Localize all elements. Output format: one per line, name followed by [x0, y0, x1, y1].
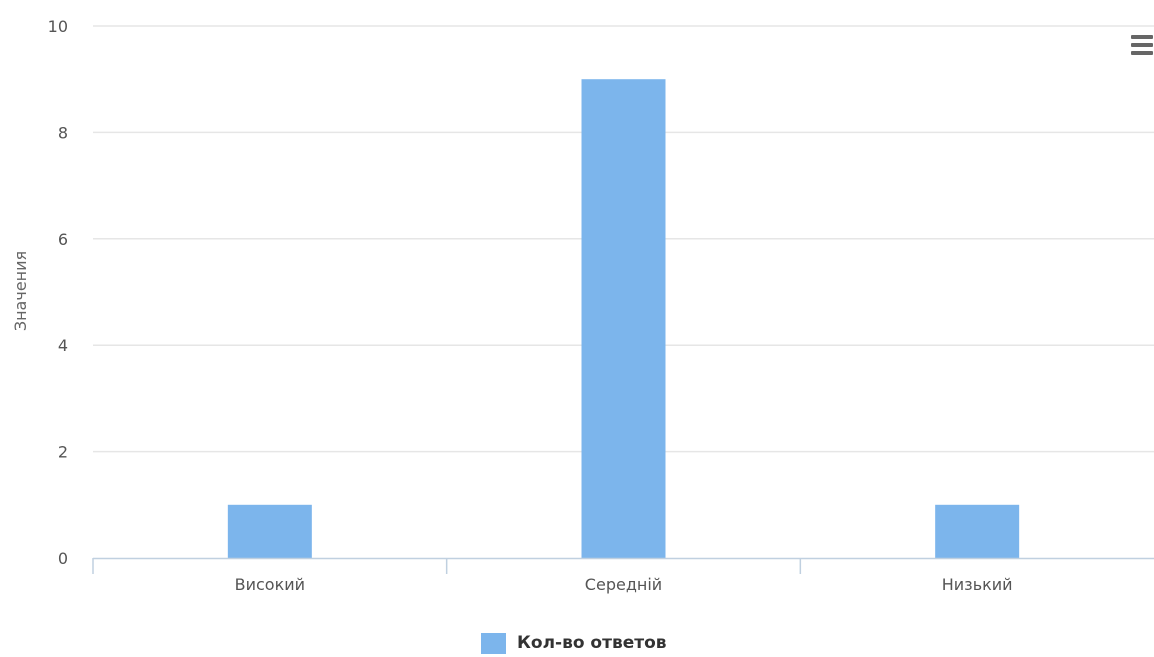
legend-swatch	[481, 632, 506, 654]
menu-bar-middle	[1131, 43, 1153, 47]
y-tick-label: 6	[58, 230, 68, 249]
hamburger-menu-icon[interactable]	[1129, 33, 1153, 59]
x-tick-label: Середній	[585, 575, 662, 594]
menu-bar-bottom	[1131, 51, 1153, 55]
bar-series	[227, 79, 1020, 558]
x-axis	[92, 557, 1154, 574]
bar-2[interactable]	[935, 504, 1020, 558]
bar-0[interactable]	[227, 504, 312, 558]
y-tick-label: 8	[58, 123, 68, 142]
bar-1[interactable]	[581, 79, 666, 558]
y-tick-label: 0	[58, 549, 68, 568]
x-tick-label: Високий	[235, 575, 305, 594]
y-axis-title: Значения	[11, 251, 30, 331]
y-tick-labels: 0 2 4 6 8 10	[48, 17, 68, 568]
y-tick-label: 4	[58, 336, 68, 355]
legend-item[interactable]: Кол-во ответов	[481, 629, 667, 657]
y-tick-label: 2	[58, 443, 68, 462]
y-tick-label: 10	[48, 17, 68, 36]
legend-label: Кол-во ответов	[517, 633, 667, 653]
menu-bar-top	[1131, 35, 1153, 39]
x-tick-labels: Високий Середній Низький	[235, 575, 1013, 594]
x-tick-label: Низький	[942, 575, 1013, 594]
